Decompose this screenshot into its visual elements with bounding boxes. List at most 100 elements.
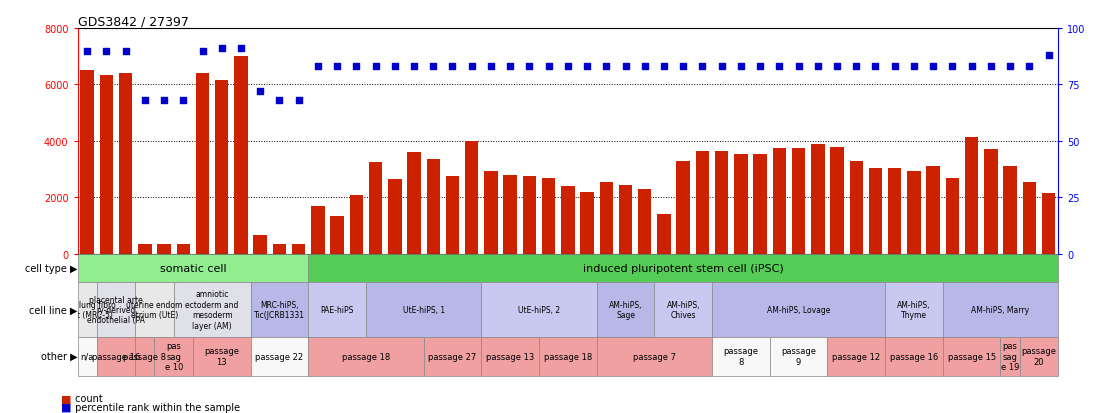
Text: passage
8: passage 8 — [724, 347, 758, 366]
Bar — [1004, 167, 1017, 254]
Point — [309, 64, 327, 71]
Text: other ▶: other ▶ — [41, 351, 78, 361]
Text: passage 8: passage 8 — [123, 352, 166, 361]
Text: passage
20: passage 20 — [1022, 347, 1056, 366]
Bar — [885, 337, 943, 376]
Bar — [1023, 183, 1036, 254]
Text: PAE-hiPS: PAE-hiPS — [320, 305, 353, 314]
Bar — [943, 337, 1001, 376]
Bar — [792, 149, 806, 254]
Bar — [388, 180, 401, 254]
Text: passage 16: passage 16 — [890, 352, 938, 361]
Bar — [81, 71, 94, 254]
Point — [963, 64, 981, 71]
Bar — [96, 283, 135, 337]
Bar — [408, 153, 421, 254]
Bar — [597, 283, 655, 337]
Text: passage 18: passage 18 — [544, 352, 592, 361]
Bar — [193, 337, 250, 376]
Text: cell type ▶: cell type ▶ — [25, 263, 78, 273]
Bar — [943, 283, 1058, 337]
Bar — [984, 150, 997, 254]
Point — [194, 48, 212, 55]
Point — [386, 64, 403, 71]
Bar — [503, 176, 517, 254]
Bar — [308, 254, 1058, 283]
Bar — [618, 185, 633, 254]
Point — [1039, 52, 1057, 59]
Point — [540, 64, 557, 71]
Bar — [561, 187, 575, 254]
Bar — [696, 152, 709, 254]
Point — [751, 64, 769, 71]
Point — [482, 64, 500, 71]
Bar — [869, 168, 882, 254]
Point — [136, 98, 154, 104]
Bar — [350, 195, 363, 254]
Point — [578, 64, 596, 71]
Bar — [597, 337, 712, 376]
Point — [848, 64, 865, 71]
Bar — [481, 283, 597, 337]
Text: passage
9: passage 9 — [781, 347, 817, 366]
Bar — [715, 152, 728, 254]
Bar — [215, 81, 228, 254]
Bar — [945, 178, 960, 254]
Text: induced pluripotent stem cell (iPSC): induced pluripotent stem cell (iPSC) — [583, 263, 783, 273]
Bar — [138, 244, 152, 254]
Bar — [250, 283, 308, 337]
Text: AM-hiPS, Lovage: AM-hiPS, Lovage — [767, 305, 830, 314]
Point — [348, 64, 366, 71]
Bar — [1042, 194, 1055, 254]
Point — [944, 64, 962, 71]
Text: n/a: n/a — [81, 352, 94, 361]
Bar — [157, 244, 171, 254]
Point — [521, 64, 538, 71]
Bar — [850, 161, 863, 254]
Point — [79, 48, 96, 55]
Bar — [772, 149, 786, 254]
Bar — [830, 147, 844, 254]
Bar — [154, 337, 193, 376]
Point — [1020, 64, 1038, 71]
Bar — [427, 160, 440, 254]
Bar — [369, 163, 382, 254]
Text: UtE-hiPS, 1: UtE-hiPS, 1 — [402, 305, 444, 314]
Point — [213, 46, 230, 52]
Text: passage 27: passage 27 — [429, 352, 476, 361]
Point — [174, 98, 192, 104]
Bar — [655, 283, 712, 337]
Bar — [599, 183, 613, 254]
Point — [866, 64, 884, 71]
Bar — [119, 74, 132, 254]
Point — [597, 64, 615, 71]
Text: uterine endom
etrium (UtE): uterine endom etrium (UtE) — [126, 300, 183, 319]
Point — [233, 46, 250, 52]
Text: amniotic
ectoderm and
mesoderm
layer (AM): amniotic ectoderm and mesoderm layer (AM… — [185, 290, 239, 330]
Text: UtE-hiPS, 2: UtE-hiPS, 2 — [517, 305, 560, 314]
Point — [809, 64, 827, 71]
Bar — [174, 283, 250, 337]
Bar — [926, 167, 940, 254]
Bar — [538, 337, 597, 376]
Point — [828, 64, 845, 71]
Point — [367, 64, 384, 71]
Bar — [523, 177, 536, 254]
Bar — [677, 161, 690, 254]
Bar — [481, 337, 538, 376]
Point — [886, 64, 904, 71]
Text: placental arte
ry-derived
endothelial (PA: placental arte ry-derived endothelial (P… — [88, 295, 145, 325]
Text: pas
sag
e 19: pas sag e 19 — [1001, 342, 1019, 371]
Point — [424, 64, 442, 71]
Bar — [484, 171, 497, 254]
Text: passage 7: passage 7 — [633, 352, 676, 361]
Bar — [366, 283, 481, 337]
Point — [924, 64, 942, 71]
Point — [290, 98, 308, 104]
Bar — [423, 337, 481, 376]
Text: AM-hiPS,
Chives: AM-hiPS, Chives — [667, 300, 700, 319]
Bar — [581, 192, 594, 254]
Bar — [1019, 337, 1058, 376]
Bar — [78, 254, 308, 283]
Bar — [78, 337, 96, 376]
